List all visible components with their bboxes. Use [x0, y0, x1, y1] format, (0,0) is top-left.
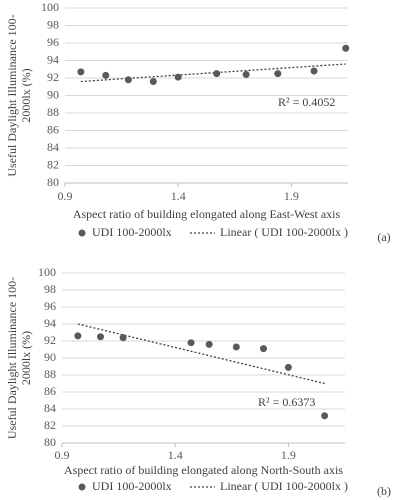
- legend-label: UDI 100-2000lx: [92, 225, 172, 239]
- x-tick-label: 1.4: [171, 189, 186, 203]
- y-axis-title-line: 2000lx (%): [19, 331, 33, 385]
- data-point: [74, 332, 82, 340]
- data-point: [77, 68, 85, 76]
- data-point: [242, 71, 250, 78]
- x-axis-title: Aspect ratio of building elongated along…: [73, 207, 341, 221]
- y-axis-title: Useful Daylight Illuminance 100-2000lx (…: [5, 14, 33, 176]
- panel-label: (a): [377, 230, 390, 244]
- y-tick-label: 88: [44, 367, 56, 381]
- y-axis-title-line: 2000lx (%): [19, 68, 33, 122]
- r-squared: R² = 0.4052: [278, 95, 335, 109]
- y-tick-label: 90: [44, 350, 56, 364]
- data-point: [205, 340, 213, 348]
- panel-label: (b): [377, 484, 391, 498]
- data-point: [187, 339, 195, 347]
- r-squared: R² = 0.6373: [258, 395, 315, 409]
- data-point: [259, 345, 267, 353]
- data-point: [124, 76, 132, 84]
- data-point: [321, 412, 329, 420]
- y-axis-title: Useful Daylight Illuminance 100-2000lx (…: [5, 277, 33, 439]
- x-tick-label: 1.9: [284, 189, 299, 203]
- y-tick-label: 80: [47, 175, 59, 189]
- legend-label: Linear ( UDI 100-2000lx ): [220, 479, 348, 493]
- legend-label: UDI 100-2000lx: [92, 479, 172, 493]
- y-tick-label: 86: [47, 122, 59, 136]
- legend-label: Linear ( UDI 100-2000lx ): [220, 225, 348, 239]
- y-tick-label: 82: [47, 157, 59, 171]
- y-tick-label: 82: [44, 418, 56, 432]
- y-tick-label: 92: [47, 70, 59, 84]
- x-tick-label: 1.9: [281, 448, 296, 462]
- y-tick-label: 92: [44, 333, 56, 347]
- x-axis-title: Aspect ratio of building elongated along…: [64, 463, 343, 477]
- x-tick-label: 1.4: [168, 448, 183, 462]
- y-tick-label: 90: [47, 87, 59, 101]
- y-axis-title-line: Useful Daylight Illuminance 100-: [5, 277, 19, 439]
- data-point: [102, 71, 110, 79]
- y-tick-label: 94: [47, 52, 59, 66]
- y-tick-label: 84: [44, 401, 56, 415]
- y-tick-label: 100: [41, 0, 59, 14]
- y-tick-label: 100: [38, 265, 56, 279]
- y-tick-label: 94: [44, 316, 56, 330]
- data-point: [96, 333, 104, 341]
- data-point: [310, 67, 318, 75]
- y-tick-label: 80: [44, 435, 56, 449]
- legend-marker: [78, 483, 86, 491]
- trendline: [80, 63, 346, 83]
- data-point: [342, 44, 350, 52]
- data-point: [174, 73, 182, 81]
- y-tick-label: 96: [47, 35, 59, 49]
- data-point: [119, 334, 127, 342]
- data-point: [274, 70, 282, 78]
- y-axis-title-line: Useful Daylight Illuminance 100-: [5, 14, 19, 176]
- y-tick-label: 88: [47, 105, 59, 119]
- y-tick-label: 84: [47, 140, 59, 154]
- x-tick-label: 0.9: [58, 189, 73, 203]
- x-tick-label: 0.9: [55, 448, 70, 462]
- data-point: [284, 363, 292, 371]
- y-tick-label: 86: [44, 384, 56, 398]
- legend-marker: [78, 229, 86, 237]
- y-tick-label: 96: [44, 299, 56, 313]
- data-point: [213, 70, 221, 78]
- y-tick-label: 98: [47, 17, 59, 31]
- data-point: [149, 78, 157, 85]
- data-point: [232, 343, 240, 351]
- y-tick-label: 98: [44, 282, 56, 296]
